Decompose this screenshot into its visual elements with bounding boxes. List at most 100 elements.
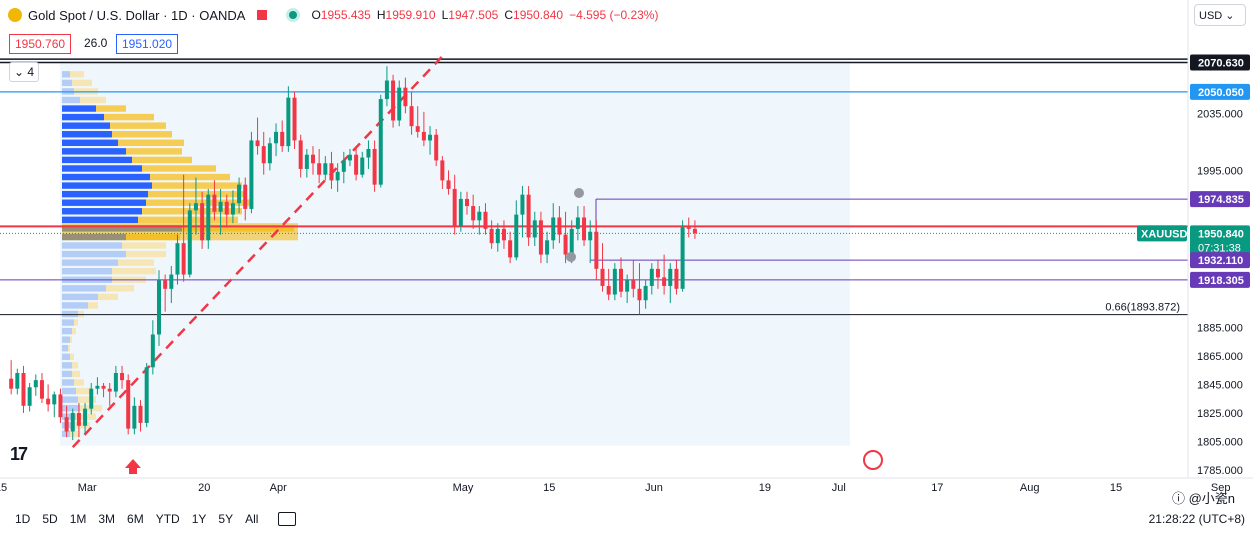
- candle-body: [347, 154, 352, 161]
- candle-body: [440, 160, 445, 181]
- candle-body: [452, 188, 457, 227]
- volume-profile-bar-down: [76, 387, 92, 395]
- candle-body: [9, 378, 14, 389]
- price-axis-tick: 1845.000: [1197, 379, 1243, 391]
- candle-body: [46, 398, 51, 405]
- volume-profile-bar-up: [62, 156, 132, 164]
- range-all[interactable]: All: [245, 512, 259, 526]
- candle-body: [588, 231, 593, 241]
- candle-body: [237, 184, 242, 204]
- currency-select[interactable]: USD ⌄: [1194, 4, 1246, 26]
- time-axis-tick: 20: [198, 482, 210, 494]
- ohlc-high: H1959.910: [376, 8, 436, 22]
- time-axis-tick: Jul: [832, 482, 846, 494]
- volume-profile-bar-down: [74, 319, 78, 326]
- flag-icon[interactable]: [257, 10, 268, 20]
- candle-body: [200, 203, 205, 241]
- price-axis-tick: 1805.000: [1197, 436, 1243, 448]
- volume-profile-bar-down: [142, 165, 216, 172]
- range-1m[interactable]: 1M: [69, 512, 87, 526]
- symbol-tag-box: [1137, 225, 1187, 242]
- range-ytd[interactable]: YTD: [155, 512, 180, 526]
- volume-profile-bar-down: [146, 199, 250, 206]
- time-axis-tick: 17: [931, 482, 943, 494]
- volume-profile-bar-down: [126, 148, 182, 155]
- indicators-toggle[interactable]: ⌄ 4: [9, 62, 40, 82]
- candle-body: [292, 97, 297, 141]
- volume-profile-bar-up: [62, 182, 152, 189]
- candle-body: [508, 240, 513, 258]
- volume-profile-bar-down: [132, 156, 192, 164]
- candle-body: [280, 131, 285, 147]
- price-label-box: [1190, 252, 1250, 269]
- candle-body: [126, 380, 131, 429]
- volume-profile-bar-down: [68, 345, 70, 352]
- symbol-title[interactable]: Gold Spot / U.S. Dollar · 1D · OANDA: [28, 7, 246, 23]
- alarm-icon: [574, 188, 584, 198]
- range-5d[interactable]: 5D: [42, 512, 58, 526]
- candle-body: [612, 268, 617, 295]
- candle-body: [89, 388, 94, 409]
- currency-value: USD: [1199, 10, 1223, 22]
- calendar-icon[interactable]: [278, 512, 297, 526]
- volume-profile-bar-down: [70, 336, 72, 343]
- price-axis-tick: 1865.000: [1197, 351, 1243, 363]
- candle-body: [594, 231, 599, 269]
- candle-body: [76, 412, 81, 426]
- ohlc-close: C1950.840: [504, 8, 564, 22]
- volume-profile-bar-up: [62, 310, 78, 318]
- range-3m[interactable]: 3M: [98, 512, 116, 526]
- clock-readout[interactable]: 21:28:22 (UTC+8): [1148, 512, 1245, 526]
- volume-profile-bar-down: [72, 362, 78, 369]
- buy-button[interactable]: 1951.020: [116, 34, 179, 54]
- price-axis-tick: 2035.000: [1197, 108, 1243, 120]
- volume-profile-bar-down: [72, 370, 80, 378]
- volume-profile-bar-up: [62, 319, 74, 326]
- range-1y[interactable]: 1Y: [191, 512, 207, 526]
- price-label-text: 1974.835: [1198, 194, 1244, 206]
- time-axis-tick: 19: [759, 482, 771, 494]
- candle-body: [631, 280, 636, 289]
- candle-body: [150, 334, 155, 368]
- candle-body: [323, 163, 328, 175]
- volume-profile-bar-up: [62, 71, 70, 78]
- candle-body: [274, 131, 279, 144]
- price-label-text: 2050.050: [1198, 87, 1244, 99]
- volume-profile-bar-up: [62, 379, 74, 386]
- indicators-count: 4: [27, 65, 35, 79]
- candle-body: [132, 405, 137, 429]
- volume-profile-bar-down: [152, 182, 242, 189]
- range-1d[interactable]: 1D: [15, 512, 31, 526]
- candle-body: [218, 201, 223, 212]
- range-5y[interactable]: 5Y: [218, 512, 234, 526]
- candle-body: [384, 80, 389, 100]
- price-labels: 2070.630 2050.050 1974.835 1950.840 1932.110…: [125, 54, 1250, 474]
- candle-body: [575, 217, 580, 229]
- price-label-box: [1190, 191, 1250, 208]
- candle-body: [138, 405, 143, 423]
- tradingview-logo[interactable]: 17: [10, 444, 28, 464]
- volume-profile-bar-up: [62, 190, 148, 198]
- volume-profile-bar-down: [118, 259, 154, 266]
- candle-body: [434, 134, 439, 161]
- volume-profile-bar-down: [72, 327, 76, 335]
- candle-body: [169, 274, 174, 289]
- candle-body: [495, 228, 500, 244]
- volume-profile-bar-up: [62, 387, 76, 395]
- candle-body: [606, 285, 611, 295]
- candle-body: [649, 268, 654, 286]
- volume-profile-bar-up: [62, 250, 126, 258]
- time-axis-tick: Sep: [1211, 482, 1231, 494]
- candle-body: [637, 288, 642, 301]
- volume-profile-bar-up: [62, 302, 88, 309]
- candle-body: [465, 198, 469, 207]
- volume-profile-bar-down: [70, 71, 84, 78]
- volume-profile-bar-down: [106, 285, 134, 292]
- candle-body: [415, 126, 420, 132]
- volume-profile-bar-down: [70, 430, 80, 438]
- sell-button[interactable]: 1950.760: [9, 34, 72, 54]
- range-6m[interactable]: 6M: [127, 512, 144, 526]
- volume-profile-bar-down: [74, 379, 84, 386]
- candle-body: [21, 372, 26, 406]
